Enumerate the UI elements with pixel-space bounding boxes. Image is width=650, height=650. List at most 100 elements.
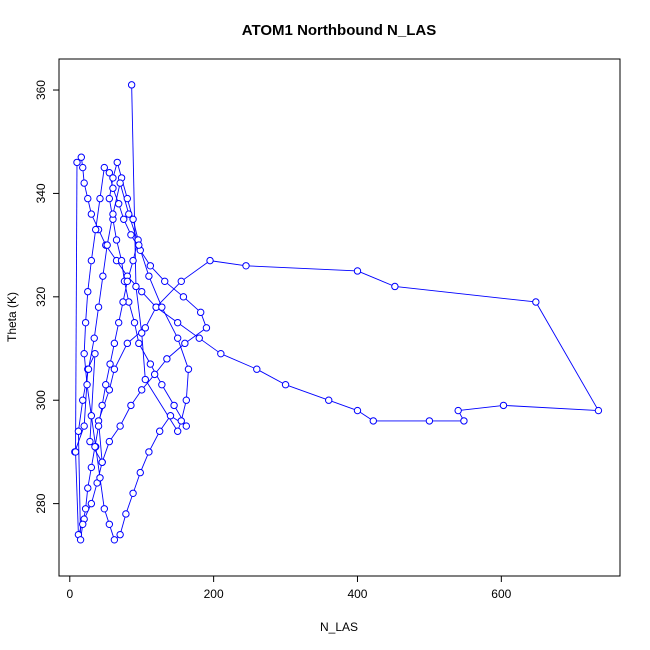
x-tick-label: 600 [491, 587, 511, 601]
data-point [196, 308, 205, 317]
data-point [173, 334, 182, 342]
data-point [425, 417, 434, 425]
data-point [127, 81, 136, 89]
data-point [87, 412, 96, 420]
data-point [94, 303, 103, 311]
data-point [80, 422, 88, 430]
data-point [123, 339, 132, 348]
chart-title: ATOM1 Northbound N_LAS [242, 22, 436, 39]
data-point [146, 360, 155, 368]
data-point [130, 318, 139, 327]
data-point [499, 401, 508, 410]
data-point [138, 386, 146, 394]
data-point [170, 401, 178, 410]
series-segment [90, 229, 97, 261]
data-point [113, 158, 121, 167]
series-points [71, 81, 603, 544]
y-tick-label: 320 [34, 286, 48, 306]
series-segment [328, 399, 358, 411]
data-point [135, 339, 143, 348]
series-segment [75, 162, 78, 452]
y-tick-label: 340 [34, 183, 48, 203]
series-segment [99, 167, 105, 199]
data-point [105, 194, 114, 203]
series-segment [148, 275, 163, 308]
series-segment [185, 369, 189, 401]
plot-frame [58, 58, 621, 577]
data-point [77, 153, 85, 161]
data-point [173, 318, 182, 327]
data-point [141, 324, 150, 332]
series-segment [184, 327, 207, 344]
data-point [71, 448, 80, 456]
data-point [79, 163, 87, 172]
data-point [353, 267, 362, 275]
data-point [177, 417, 185, 425]
series-segment [85, 291, 89, 323]
y-tick-label: 360 [34, 80, 48, 100]
data-point [109, 174, 117, 182]
series-segment [112, 182, 121, 215]
data-point [98, 401, 106, 410]
data-point [116, 422, 124, 430]
series-segment [148, 431, 161, 453]
data-point [84, 287, 92, 296]
data-point [106, 360, 114, 368]
data-point [184, 365, 193, 373]
x-axis: 0 200 400 600 [66, 575, 512, 601]
series-segment [285, 384, 329, 401]
x-tick-label: 400 [347, 587, 367, 601]
data-point [96, 194, 104, 203]
y-axis: 280 300 320 340 360 [34, 80, 60, 514]
data-point [206, 256, 214, 265]
data-point [145, 448, 153, 456]
data-point [81, 318, 90, 327]
y-axis-label: Theta (K) [5, 292, 19, 342]
data-point [182, 396, 191, 404]
series-segment [183, 296, 201, 313]
data-point [87, 463, 96, 472]
data-point [81, 505, 90, 513]
series-segment [166, 343, 186, 360]
data-point [96, 474, 104, 482]
data-point [87, 256, 96, 265]
series-segment [75, 451, 79, 535]
series-segment [177, 338, 189, 370]
data-point [163, 355, 171, 363]
data-point [105, 437, 114, 446]
data-point [105, 520, 114, 528]
series-segment [113, 343, 128, 370]
data-point [123, 194, 132, 203]
data-point [122, 510, 130, 518]
series-segment [93, 307, 100, 339]
data-point [127, 401, 135, 410]
data-point [79, 520, 87, 528]
data-point [138, 287, 146, 296]
data-point [391, 282, 399, 291]
data-point [325, 396, 333, 404]
series-segment [357, 270, 396, 287]
data-point [182, 422, 191, 430]
data-point [123, 277, 132, 286]
data-point [202, 324, 211, 332]
data-point [90, 334, 98, 342]
series-segment [74, 425, 85, 453]
data-point [116, 179, 124, 187]
series-segment [198, 337, 222, 355]
data-point [127, 231, 135, 239]
y-tick-label: 300 [34, 390, 48, 410]
data-point [166, 412, 175, 420]
data-point [146, 262, 155, 270]
data-point [454, 406, 462, 415]
data-point [98, 458, 106, 466]
data-point [173, 427, 182, 435]
data-point [114, 200, 123, 208]
data-point [87, 210, 96, 218]
series-segment [245, 265, 358, 272]
data-point [117, 256, 126, 265]
data-point [594, 406, 603, 415]
series-segment [394, 286, 536, 303]
data-point [110, 339, 119, 348]
data-point [103, 241, 111, 249]
data-point [105, 169, 114, 177]
